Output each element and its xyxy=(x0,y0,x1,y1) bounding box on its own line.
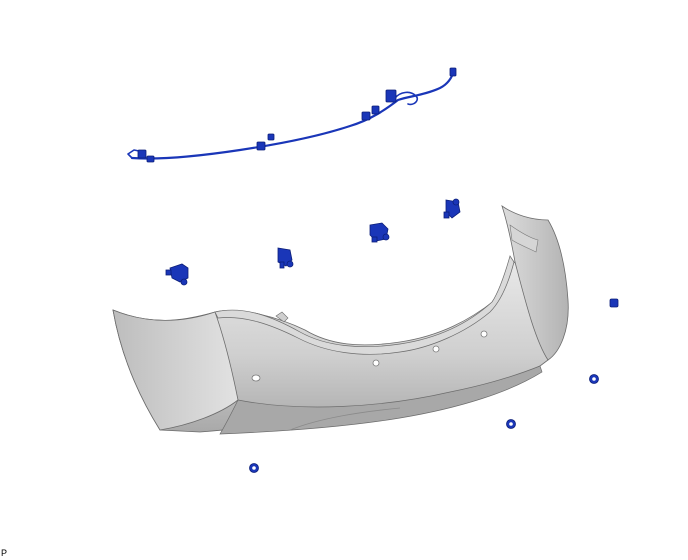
bumper-sensor-holes xyxy=(251,330,488,382)
harness-connector-1 xyxy=(146,155,155,163)
bumper-mount-tab xyxy=(275,311,289,323)
sensor-icon xyxy=(277,247,294,269)
harness-main-wire xyxy=(130,68,456,160)
clips xyxy=(249,298,619,473)
clip-icon xyxy=(249,463,259,473)
wire-harness xyxy=(127,68,456,160)
harness-connectors xyxy=(137,67,457,163)
clip-icon xyxy=(589,374,599,384)
bumper-lower-diffuser xyxy=(219,365,543,435)
clip-icon xyxy=(506,419,516,429)
sensor-hole xyxy=(251,374,261,382)
harness-connector-6 xyxy=(385,89,397,103)
harness-connector-2 xyxy=(256,141,266,151)
bumper-trunk-lip xyxy=(214,255,515,355)
harness-connector-4 xyxy=(361,111,371,121)
bumper-diffuser-crease xyxy=(289,407,401,431)
figure-label: P xyxy=(1,548,8,558)
rear-bumper-cover xyxy=(112,205,569,435)
harness-connector-3 xyxy=(267,133,275,141)
harness-branch-wire xyxy=(394,91,419,106)
ultrasonic-sensor xyxy=(165,198,461,286)
bumper-right-inner xyxy=(509,224,539,253)
harness-connector-7 xyxy=(449,67,457,77)
sensor-icon xyxy=(369,222,390,243)
clip-icon xyxy=(609,298,619,308)
sensor-icon xyxy=(443,198,461,219)
sensor-hole xyxy=(372,359,380,367)
sensor-hole xyxy=(480,330,488,338)
sensor-hole xyxy=(432,345,440,353)
harness-connector-5 xyxy=(371,105,380,115)
harness-connector-left xyxy=(137,149,147,159)
sensor-icon xyxy=(165,263,189,286)
